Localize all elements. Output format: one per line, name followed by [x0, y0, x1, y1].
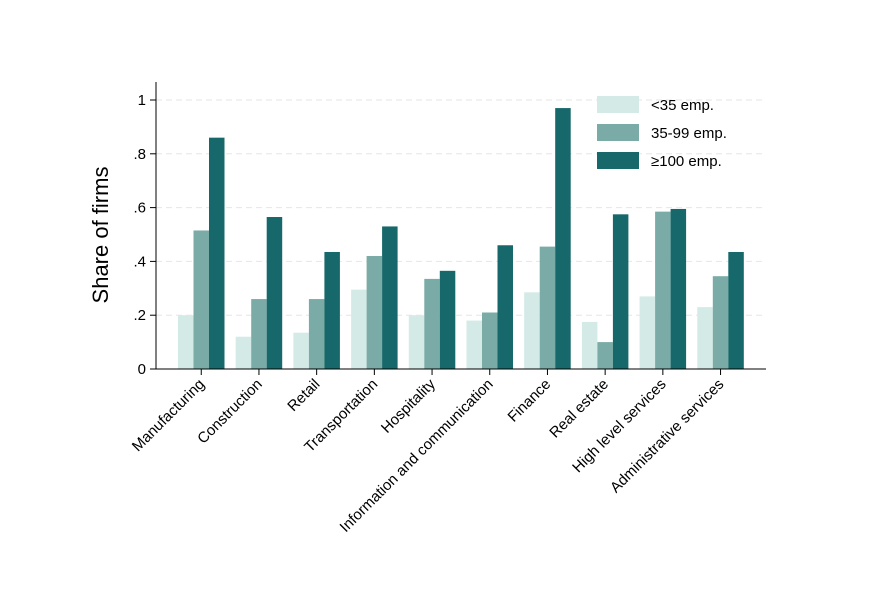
bar	[524, 292, 540, 369]
bar	[597, 342, 613, 369]
bar	[697, 307, 713, 369]
bar	[439, 270, 456, 369]
bar	[424, 278, 440, 369]
bar	[324, 251, 340, 369]
bar	[178, 315, 194, 369]
legend-swatch	[597, 124, 639, 141]
y-tick-label: .6	[133, 200, 146, 217]
legend: <35 emp. 35-99 emp. ≥100 emp.	[597, 96, 727, 170]
bar	[293, 332, 309, 369]
category-label: Manufacturing	[129, 376, 208, 455]
y-axis-label: Share of firms	[88, 167, 113, 304]
bar	[266, 217, 283, 369]
bar	[655, 211, 671, 369]
y-tick-label: .8	[133, 146, 146, 163]
category-label: Administrative services	[607, 376, 727, 496]
bar	[466, 320, 482, 369]
legend-swatch	[597, 96, 639, 113]
bar	[308, 299, 325, 369]
bar	[235, 336, 252, 369]
category-label: Hospitality	[378, 375, 439, 436]
legend-swatch	[597, 152, 639, 169]
y-tick-label: 1	[138, 92, 146, 109]
bars	[178, 108, 744, 369]
axes	[150, 82, 766, 375]
legend-label: 35-99 emp.	[651, 125, 727, 142]
y-tick-labels: 0 .2 .4 .6 .8 1	[133, 92, 146, 378]
bar	[408, 315, 425, 369]
bar	[251, 299, 267, 369]
legend-label: <35 emp.	[651, 97, 714, 114]
bar	[555, 108, 571, 369]
bar	[670, 208, 687, 369]
bar	[612, 214, 629, 369]
category-label: Finance	[505, 376, 555, 426]
bar	[581, 321, 598, 369]
bar	[539, 246, 556, 369]
y-tick-label: .2	[133, 307, 146, 324]
bar	[482, 312, 498, 369]
legend-label: ≥100 emp.	[651, 153, 722, 170]
y-tick-label: .4	[133, 253, 146, 270]
bar	[382, 226, 398, 369]
bar	[497, 245, 513, 369]
bar	[193, 230, 209, 369]
category-label: Retail	[284, 376, 323, 415]
bar	[712, 276, 729, 369]
bar	[351, 289, 367, 369]
y-tick-label: 0	[138, 361, 146, 378]
bar	[639, 296, 656, 369]
bar	[728, 251, 744, 369]
bar	[209, 137, 225, 369]
bar	[366, 256, 383, 369]
